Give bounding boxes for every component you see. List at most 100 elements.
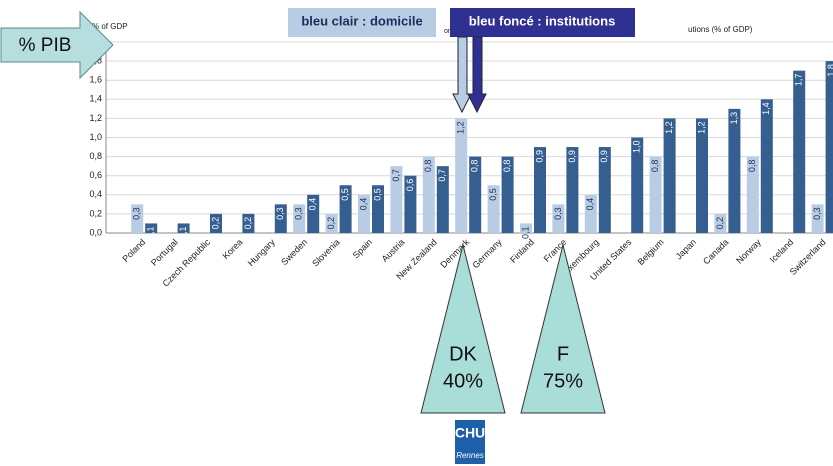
value-label: 0,4 — [585, 198, 595, 211]
arrow — [452, 36, 472, 114]
value-label: 1,4 — [761, 102, 771, 115]
bar — [793, 70, 806, 234]
value-label: 0,8 — [650, 160, 660, 173]
value-label: 0,2 — [326, 217, 336, 230]
bar — [242, 213, 255, 233]
bar — [436, 166, 449, 233]
bar — [566, 147, 579, 233]
arrow — [467, 36, 487, 114]
value-label: 0,2 — [210, 217, 220, 230]
y-tick-label: 0,2 — [89, 208, 102, 218]
bar — [325, 213, 338, 233]
value-label: 0,4 — [358, 198, 368, 211]
legend-label: bleu clair : domicile — [301, 13, 422, 28]
bar — [696, 118, 708, 233]
bar — [145, 223, 158, 233]
bar — [825, 61, 833, 233]
value-label: 0,8 — [470, 160, 480, 173]
x-tick-label: Hungary — [246, 237, 277, 268]
value-label: 0,7 — [437, 169, 447, 182]
bar — [663, 118, 676, 233]
y-tick-label: 0,8 — [89, 151, 102, 161]
value-label: 0,1 — [178, 226, 188, 239]
bar — [404, 175, 417, 233]
value-label: 0,5 — [372, 188, 382, 201]
bar — [293, 204, 306, 233]
callout-label: 75% — [543, 370, 583, 392]
y-tick-label: 1,4 — [89, 94, 102, 104]
bar — [390, 166, 403, 233]
value-label: 0,4 — [308, 198, 318, 211]
bar — [274, 204, 287, 233]
callout-label: 40% — [443, 370, 483, 392]
value-label: 0,5 — [340, 188, 350, 201]
value-label: 0,5 — [488, 188, 498, 201]
bar — [584, 194, 597, 233]
value-label: 0,6 — [405, 179, 415, 192]
value-label: 0,2 — [715, 217, 725, 230]
bar — [177, 223, 190, 233]
bar — [307, 194, 320, 233]
x-tick-label: Iceland — [768, 237, 796, 265]
bar — [455, 118, 468, 233]
value-label: 0,1 — [146, 226, 156, 239]
value-label: 0,1 — [520, 226, 530, 239]
x-tick-label: Germany — [470, 237, 504, 271]
x-tick-label: Finland — [508, 237, 536, 265]
y-tick-label: 0,0 — [89, 227, 102, 237]
x-tick-label: Slovenia — [310, 237, 341, 268]
bar — [487, 185, 500, 233]
value-label: 0,9 — [599, 150, 609, 163]
value-label: 0,9 — [534, 150, 544, 163]
pib-label: % PIB — [19, 35, 72, 56]
callout — [520, 244, 606, 414]
callout-label: DK — [449, 343, 477, 365]
bar — [746, 156, 759, 233]
value-label: 1,0 — [632, 141, 642, 154]
bar — [760, 99, 773, 233]
title-fragment: utions (% of GDP) — [688, 25, 753, 34]
bar — [339, 185, 352, 233]
y-tick-label: 0,6 — [89, 170, 102, 180]
bar — [501, 156, 514, 233]
x-tick-label: Korea — [220, 237, 244, 261]
value-label: 0,3 — [553, 207, 563, 220]
value-label: 1,3 — [729, 112, 739, 125]
bar — [552, 204, 565, 233]
y-tick-label: 1,0 — [89, 132, 102, 142]
x-tick-label: Portugal — [149, 237, 180, 268]
y-tick-label: 1,6 — [89, 75, 102, 85]
callout-label: F — [557, 343, 569, 365]
value-label: 0,8 — [423, 160, 433, 173]
bar — [358, 194, 370, 233]
value-label: 0,3 — [275, 207, 285, 220]
bar — [714, 213, 727, 233]
value-label: 1,2 — [456, 121, 466, 134]
bar — [534, 147, 546, 233]
logo — [455, 420, 485, 464]
bar — [598, 147, 611, 233]
logo-text: CHU — [455, 425, 485, 441]
value-label: 0,9 — [567, 150, 577, 163]
legend-box — [288, 8, 436, 37]
y-axis-label: % of GDP — [92, 22, 128, 31]
x-tick-label: Sweden — [279, 237, 309, 267]
bar — [728, 108, 741, 233]
legend-label: bleu foncé : institutions — [469, 13, 616, 28]
value-label: 0,8 — [502, 160, 512, 173]
value-label: 1,8 — [826, 64, 833, 77]
bar — [631, 137, 644, 233]
y-tick-label: 0,4 — [89, 189, 102, 199]
x-tick-label: Japan — [674, 237, 698, 261]
value-label: 1,7 — [794, 74, 804, 87]
bar — [811, 204, 824, 233]
x-tick-label: Spain — [351, 237, 374, 260]
value-label: 0,2 — [243, 217, 253, 230]
bar — [469, 156, 482, 233]
pib-arrow — [0, 10, 114, 80]
value-label: 0,3 — [812, 207, 822, 220]
y-tick-label: 1,2 — [89, 113, 102, 123]
value-label: 0,3 — [132, 207, 142, 220]
bar — [649, 156, 662, 233]
bar — [210, 213, 222, 233]
